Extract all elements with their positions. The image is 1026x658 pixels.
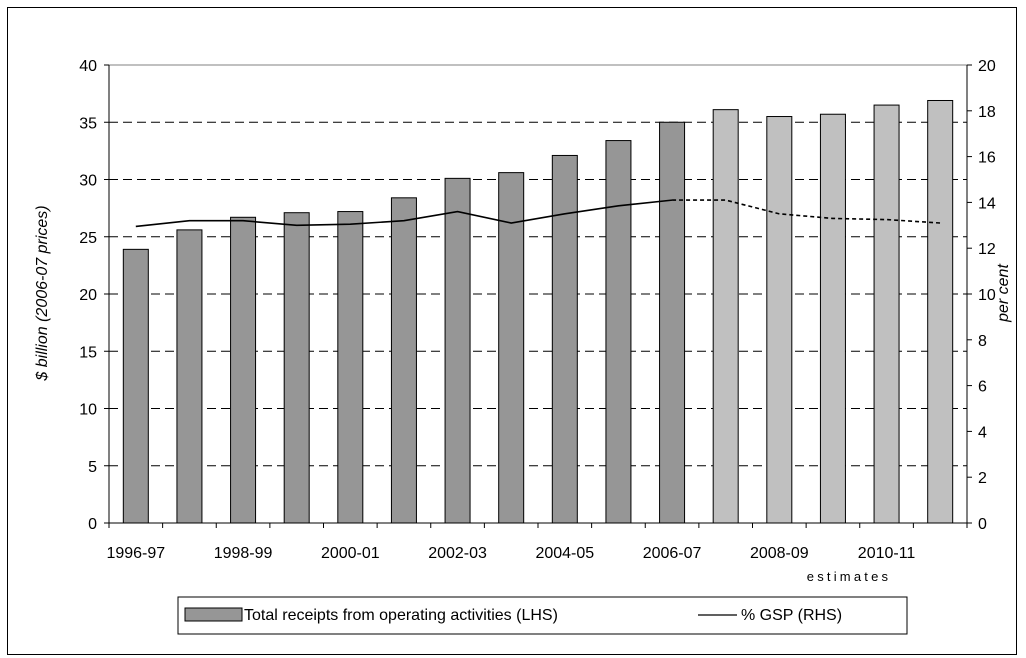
left-axis-tick-label: 40 — [79, 58, 97, 75]
right-axis-tick-label: 6 — [978, 379, 987, 396]
x-axis-tick-label: 2000-01 — [321, 545, 380, 562]
right-axis-tick-label: 2 — [978, 470, 987, 487]
legend-bar-swatch — [184, 607, 243, 622]
x-axis-tick-label: 2006-07 — [643, 545, 702, 562]
legend-bar-label: Total receipts from operating activities… — [244, 607, 558, 624]
line-series — [135, 199, 941, 228]
bar — [444, 177, 471, 524]
left-axis-title: $ billion (2006-07 prices) — [34, 205, 51, 381]
right-axis-tick-label: 18 — [978, 104, 996, 121]
x-axis-tick-label: 1996-97 — [106, 545, 165, 562]
bar — [283, 212, 310, 524]
estimates-label: estimates — [807, 569, 891, 584]
x-axis-tick-label: 1998-99 — [214, 545, 273, 562]
bar — [766, 116, 793, 524]
x-axis-tick-label: 2010-11 — [858, 545, 916, 562]
gsp-line-estimate — [672, 199, 941, 224]
gsp-line-actual — [135, 199, 673, 228]
right-axis-tick-label: 0 — [978, 516, 987, 533]
right-axis-tick-label: 16 — [978, 150, 996, 167]
right-axis-tick-label: 8 — [978, 333, 987, 350]
bar — [551, 154, 578, 524]
left-axis-tick-label: 5 — [88, 459, 97, 476]
bar — [659, 121, 686, 524]
left-axis-tick-label: 15 — [79, 344, 97, 361]
right-axis-tick-label: 14 — [978, 195, 996, 212]
right-axis-tick-label: 4 — [978, 424, 987, 441]
left-axis-tick-label: 0 — [88, 516, 97, 533]
bar — [873, 104, 900, 524]
left-axis-tick-label: 25 — [79, 230, 97, 247]
x-axis-tick-label: 2008-09 — [750, 545, 809, 562]
bar — [337, 211, 364, 524]
axes: 0 5 10 15 20 25 30 35 40 0 2 4 6 8 10 12 14 16 18 20 1996-97… — [79, 58, 996, 562]
legend-line-label: % GSP (RHS) — [741, 607, 842, 624]
bar — [390, 197, 417, 524]
bar — [122, 248, 149, 524]
bar — [176, 229, 203, 524]
bar-series — [122, 99, 954, 524]
bar — [498, 172, 525, 524]
left-axis-tick-label: 35 — [79, 115, 97, 132]
left-axis-tick-label: 20 — [79, 287, 97, 304]
left-axis-tick-label: 30 — [79, 173, 97, 190]
bar — [230, 216, 257, 524]
right-axis-tick-label: 10 — [978, 287, 996, 304]
right-axis-title: per cent — [995, 264, 1012, 323]
x-axis-tick-label: 2002-03 — [428, 545, 487, 562]
left-axis-tick-label: 10 — [79, 402, 97, 419]
right-axis-tick-label: 12 — [978, 241, 996, 258]
bar — [819, 113, 846, 524]
x-axis-tick-label: 2004-05 — [535, 545, 594, 562]
right-axis-tick-label: 20 — [978, 58, 996, 75]
legend: Total receipts from operating activities… — [177, 596, 908, 635]
legend-box — [177, 596, 908, 635]
bar — [927, 99, 954, 524]
bar — [712, 109, 739, 524]
bar — [605, 140, 632, 524]
